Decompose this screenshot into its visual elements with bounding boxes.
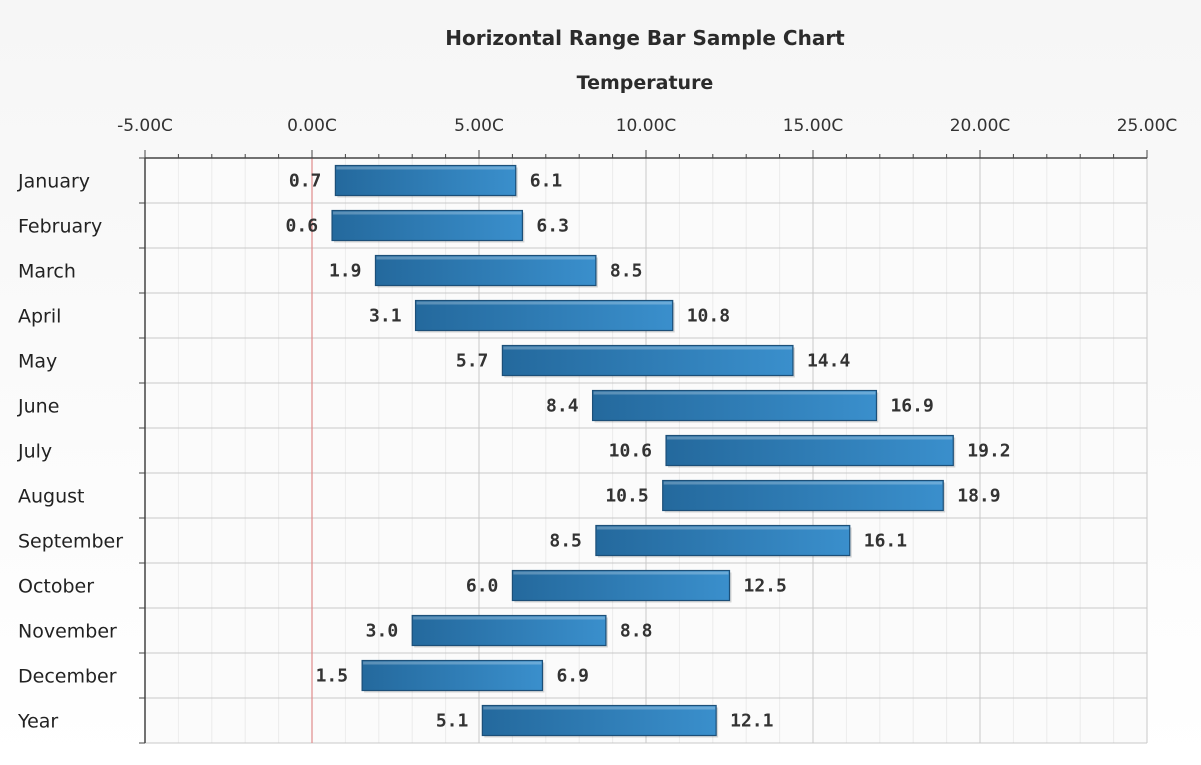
category-label: February	[18, 216, 102, 238]
x-tick-label: -5.00C	[117, 116, 173, 136]
category-label: August	[18, 486, 85, 508]
range-bar-highlight	[596, 526, 849, 530]
range-bar	[334, 164, 517, 197]
high-value-label: 16.9	[890, 396, 933, 417]
range-bar	[331, 209, 524, 242]
range-bar	[595, 524, 851, 557]
high-value-label: 16.1	[864, 531, 907, 552]
low-value-label: 3.0	[366, 621, 399, 642]
category-label: April	[18, 306, 61, 328]
high-value-label: 8.5	[610, 261, 643, 282]
low-value-label: 10.5	[605, 486, 648, 507]
x-tick-label: 25.00C	[1117, 116, 1178, 136]
high-value-label: 6.9	[556, 666, 589, 687]
x-axis-title: Temperature	[577, 72, 714, 94]
category-label: July	[17, 441, 52, 463]
range-bar-highlight	[513, 571, 729, 575]
range-bar-highlight	[333, 211, 522, 215]
low-value-label: 8.4	[546, 396, 579, 417]
range-bar	[414, 299, 674, 332]
plot-area: -5.00C 0.00C 5.00C 10.00C 15.00C 20.00C 25.00C…	[17, 116, 1178, 744]
range-bar	[501, 344, 794, 377]
range-bar	[665, 434, 954, 467]
range-bar	[411, 614, 607, 647]
range-bar-highlight	[593, 391, 876, 395]
x-tick-label: 5.00C	[454, 116, 504, 136]
range-bar-highlight	[363, 661, 542, 665]
range-bar-highlight	[503, 346, 792, 350]
x-tick-label: 0.00C	[287, 116, 337, 136]
range-bar-highlight	[413, 616, 605, 620]
category-label: September	[18, 531, 123, 553]
range-bar	[511, 569, 731, 602]
range-bar-highlight	[667, 436, 953, 440]
high-value-label: 8.8	[620, 621, 653, 642]
range-bar	[374, 254, 597, 287]
low-value-label: 3.1	[369, 306, 402, 327]
high-value-label: 14.4	[807, 351, 851, 372]
category-label: March	[18, 261, 76, 283]
range-bar	[591, 389, 878, 422]
category-label: November	[18, 621, 117, 643]
low-value-label: 1.5	[316, 666, 349, 687]
low-value-label: 8.5	[549, 531, 582, 552]
high-value-label: 18.9	[957, 486, 1000, 507]
low-value-label: 5.1	[436, 711, 469, 732]
range-bar-highlight	[416, 301, 672, 305]
low-value-label: 5.7	[456, 351, 489, 372]
high-value-label: 12.5	[744, 576, 787, 597]
range-bar	[481, 704, 717, 737]
low-value-label: 0.7	[289, 171, 322, 192]
x-tick-label: 15.00C	[783, 116, 844, 136]
high-value-label: 19.2	[967, 441, 1010, 462]
category-label: October	[18, 576, 94, 598]
low-value-label: 1.9	[329, 261, 362, 282]
range-bar-highlight	[336, 166, 515, 170]
category-label: December	[18, 666, 117, 688]
x-tick-label: 10.00C	[616, 116, 677, 136]
low-value-label: 6.0	[466, 576, 499, 597]
x-tick-label: 20.00C	[950, 116, 1011, 136]
chart-title: Horizontal Range Bar Sample Chart	[445, 26, 845, 50]
low-value-label: 10.6	[609, 441, 652, 462]
high-value-label: 12.1	[730, 711, 773, 732]
category-label: Year	[17, 711, 58, 733]
range-bar	[662, 479, 944, 512]
category-label: May	[18, 351, 57, 373]
category-label: January	[17, 171, 90, 193]
range-bar-highlight	[376, 256, 595, 260]
high-value-label: 6.1	[530, 171, 563, 192]
high-value-label: 6.3	[536, 216, 569, 237]
range-bar	[361, 659, 544, 692]
range-bar-highlight	[483, 706, 716, 710]
category-label: June	[17, 396, 59, 418]
low-value-label: 0.6	[286, 216, 319, 237]
high-value-label: 10.8	[687, 306, 730, 327]
range-bar-highlight	[663, 481, 943, 485]
